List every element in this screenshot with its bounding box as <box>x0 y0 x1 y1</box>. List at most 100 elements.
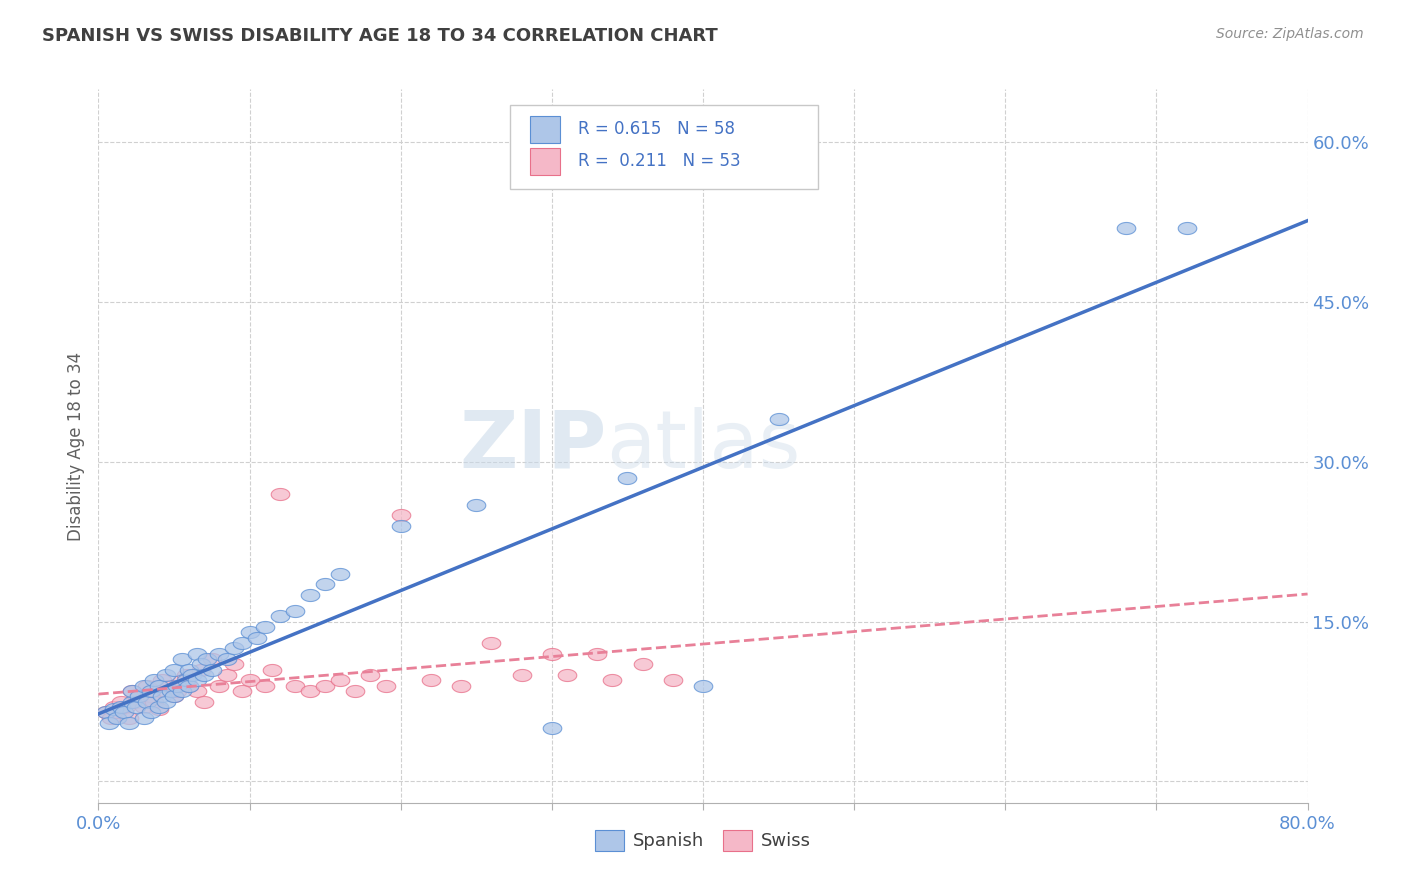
Point <box>262 663 284 677</box>
Point <box>125 700 148 714</box>
Point <box>163 690 186 704</box>
Text: Source: ZipAtlas.com: Source: ZipAtlas.com <box>1216 27 1364 41</box>
Point <box>269 609 291 624</box>
Point <box>190 663 212 677</box>
Point <box>190 657 212 672</box>
Point <box>616 471 638 485</box>
Point <box>94 706 117 720</box>
Point <box>128 690 150 704</box>
Point <box>586 647 609 661</box>
Point <box>231 684 253 698</box>
Point <box>299 684 322 698</box>
Point <box>201 663 224 677</box>
Point <box>135 695 157 709</box>
Point <box>155 668 177 682</box>
Point <box>555 668 578 682</box>
Point <box>450 679 472 693</box>
Point <box>224 657 246 672</box>
Point <box>121 695 143 709</box>
Point <box>481 636 503 650</box>
Point <box>155 684 177 698</box>
Point <box>98 715 121 730</box>
Point <box>215 668 238 682</box>
Point <box>155 695 177 709</box>
Point <box>141 690 163 704</box>
Point <box>170 673 193 688</box>
Point <box>174 673 197 688</box>
Point <box>141 684 163 698</box>
Point <box>100 710 122 724</box>
Point <box>121 684 143 698</box>
Point <box>231 636 253 650</box>
Point <box>239 625 262 640</box>
Point <box>389 519 412 533</box>
Point <box>148 702 170 716</box>
Point <box>132 679 155 693</box>
Point <box>128 690 150 704</box>
Point <box>186 647 208 661</box>
Point <box>179 663 201 677</box>
Point <box>105 710 128 724</box>
Point <box>132 700 155 714</box>
Point <box>344 684 367 698</box>
Point <box>314 577 336 591</box>
Point <box>208 647 231 661</box>
Point <box>166 679 188 693</box>
Point <box>105 706 128 720</box>
Point <box>103 700 125 714</box>
Point <box>269 487 291 501</box>
Point <box>125 695 148 709</box>
Point <box>110 695 132 709</box>
Point <box>103 702 125 716</box>
Point <box>179 679 201 693</box>
Point <box>246 631 269 645</box>
Text: R =  0.211   N = 53: R = 0.211 N = 53 <box>578 153 741 170</box>
Point <box>1175 220 1198 235</box>
Point <box>193 668 215 682</box>
Point <box>692 679 714 693</box>
Legend: Spanish, Swiss: Spanish, Swiss <box>588 822 818 858</box>
Text: R = 0.615   N = 58: R = 0.615 N = 58 <box>578 120 735 138</box>
Point <box>314 679 336 693</box>
Point <box>1115 220 1137 235</box>
Point <box>170 684 193 698</box>
Point <box>360 668 382 682</box>
Point <box>253 679 276 693</box>
Point <box>768 412 790 426</box>
Point <box>329 673 352 688</box>
Point <box>181 668 204 682</box>
Point <box>540 721 562 735</box>
Point <box>465 498 488 512</box>
Point <box>284 604 307 618</box>
Point <box>661 673 683 688</box>
Point <box>253 620 276 634</box>
Y-axis label: Disability Age 18 to 34: Disability Age 18 to 34 <box>67 351 86 541</box>
Point <box>170 652 193 666</box>
Point <box>143 695 166 709</box>
Point <box>186 673 208 688</box>
FancyBboxPatch shape <box>509 105 818 189</box>
Point <box>631 657 654 672</box>
Point <box>186 684 208 698</box>
Text: SPANISH VS SWISS DISABILITY AGE 18 TO 34 CORRELATION CHART: SPANISH VS SWISS DISABILITY AGE 18 TO 34… <box>42 27 718 45</box>
Point <box>148 700 170 714</box>
Point <box>174 668 197 682</box>
Point <box>602 673 624 688</box>
Point <box>215 652 238 666</box>
Point <box>374 679 396 693</box>
Point <box>540 647 562 661</box>
Point <box>160 684 183 698</box>
Point <box>143 673 166 688</box>
Point <box>118 715 141 730</box>
Point <box>179 679 201 693</box>
Point <box>159 679 181 693</box>
Point <box>135 679 157 693</box>
Point <box>114 700 136 714</box>
Point <box>329 566 352 581</box>
Point <box>163 663 186 677</box>
Point <box>121 684 143 698</box>
Point <box>150 690 173 704</box>
Point <box>110 700 132 714</box>
Point <box>132 710 155 724</box>
Point <box>118 710 141 724</box>
